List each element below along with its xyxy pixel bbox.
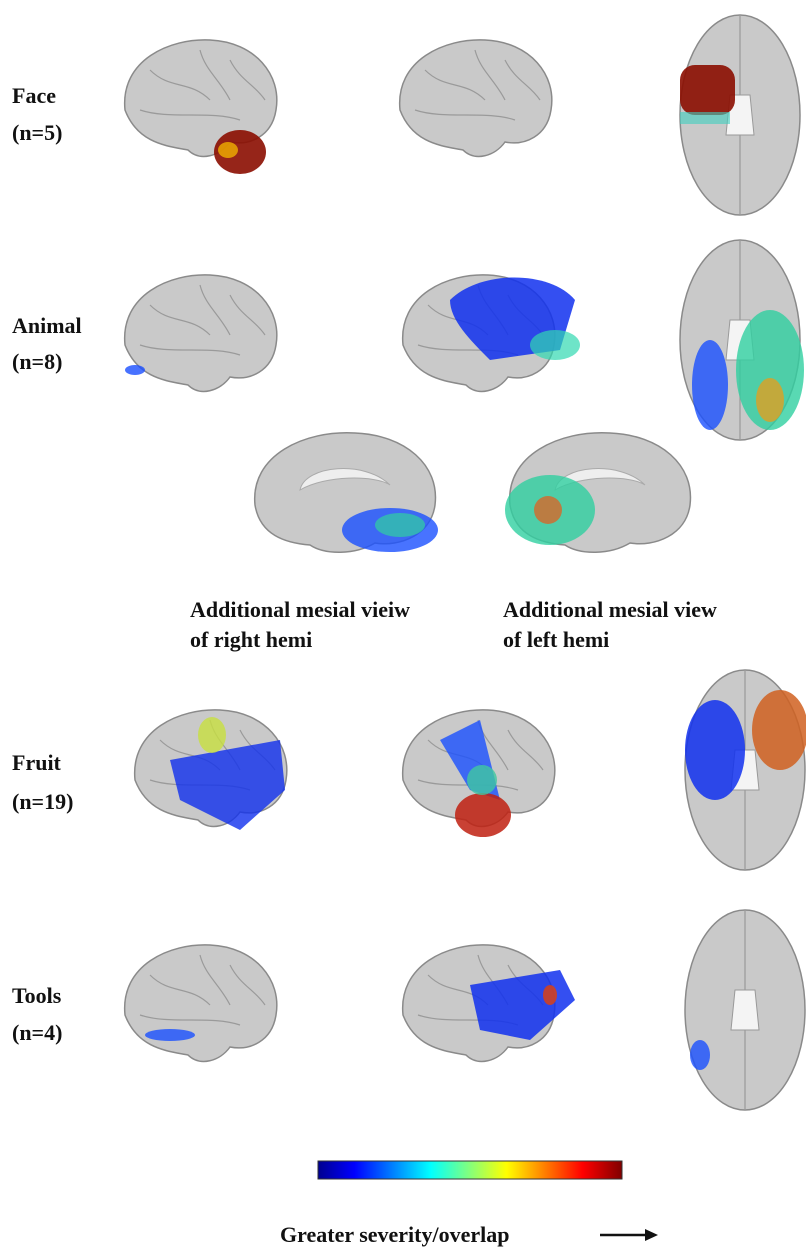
row-count: (n=4) — [12, 1020, 62, 1045]
row-label: Animal — [12, 313, 82, 338]
mesial-row: Additional mesial vieiw of right hemi Ad… — [190, 432, 717, 652]
fruit-row: Fruit (n=19) — [12, 669, 806, 871]
row-count: (n=8) — [12, 349, 62, 374]
row-count: (n=5) — [12, 120, 62, 145]
caption: of right hemi — [190, 627, 312, 652]
caption: Additional mesial view — [503, 597, 717, 622]
arrow — [600, 1229, 658, 1241]
tools-row: Tools (n=4) — [12, 909, 806, 1111]
row-label: Face — [12, 83, 56, 108]
caption: of left hemi — [503, 627, 609, 652]
caption: Additional mesial vieiw — [190, 597, 410, 622]
face-row: Face (n=5) — [12, 14, 801, 216]
colorbar — [317, 1160, 623, 1180]
row-label: Tools — [12, 983, 62, 1008]
row-label: Fruit — [12, 750, 62, 775]
animal-row: Animal (n=8) — [12, 239, 804, 441]
colorbar-label: Greater severity/overlap — [280, 1222, 510, 1247]
row-count: (n=19) — [12, 789, 73, 814]
